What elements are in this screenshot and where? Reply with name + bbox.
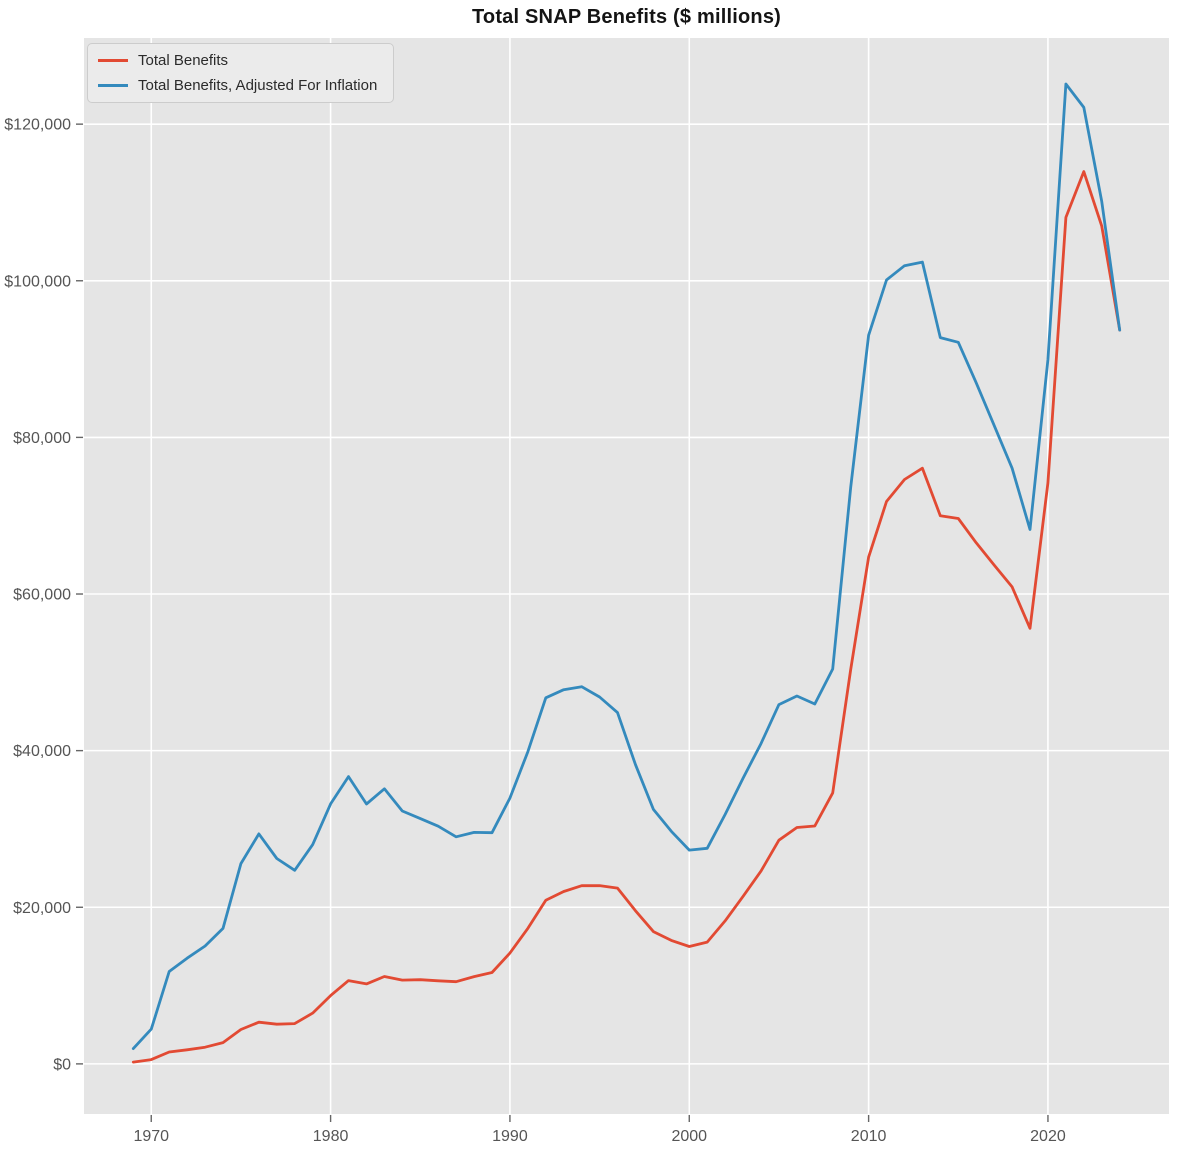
y-tick-label: $60,000 — [13, 587, 71, 604]
x-tick-label: 2010 — [851, 1128, 887, 1145]
legend-line-swatch-blue-icon — [98, 83, 128, 87]
y-tick-label: $100,000 — [4, 273, 71, 290]
y-tick-label: $20,000 — [13, 900, 71, 917]
y-tick-label: $0 — [53, 1056, 71, 1073]
legend-label-total-benefits: Total Benefits — [138, 51, 229, 69]
legend: Total Benefits Total Benefits, Adjusted … — [87, 43, 395, 103]
x-tick-label: 1970 — [133, 1128, 169, 1145]
y-tick-label: $80,000 — [13, 430, 71, 447]
x-tick-label: 1990 — [492, 1128, 528, 1145]
legend-item-adjusted: Total Benefits, Adjusted For Inflation — [98, 74, 377, 96]
y-tick-label: $120,000 — [4, 117, 71, 134]
x-tick-label: 2020 — [1030, 1128, 1066, 1145]
x-tick-label: 1980 — [313, 1128, 349, 1145]
legend-item-total-benefits: Total Benefits — [98, 49, 377, 71]
plot-background — [84, 38, 1169, 1114]
y-tick-label: $40,000 — [13, 743, 71, 760]
x-tick-label: 2000 — [671, 1128, 707, 1145]
legend-line-swatch-red-icon — [98, 58, 128, 62]
series-line-total-benefits — [131, 170, 1122, 1064]
series-line-adjusted-for-inflation — [131, 82, 1122, 1050]
chart-title: Total SNAP Benefits ($ millions) — [471, 6, 782, 28]
legend-label-adjusted: Total Benefits, Adjusted For Inflation — [138, 76, 378, 94]
